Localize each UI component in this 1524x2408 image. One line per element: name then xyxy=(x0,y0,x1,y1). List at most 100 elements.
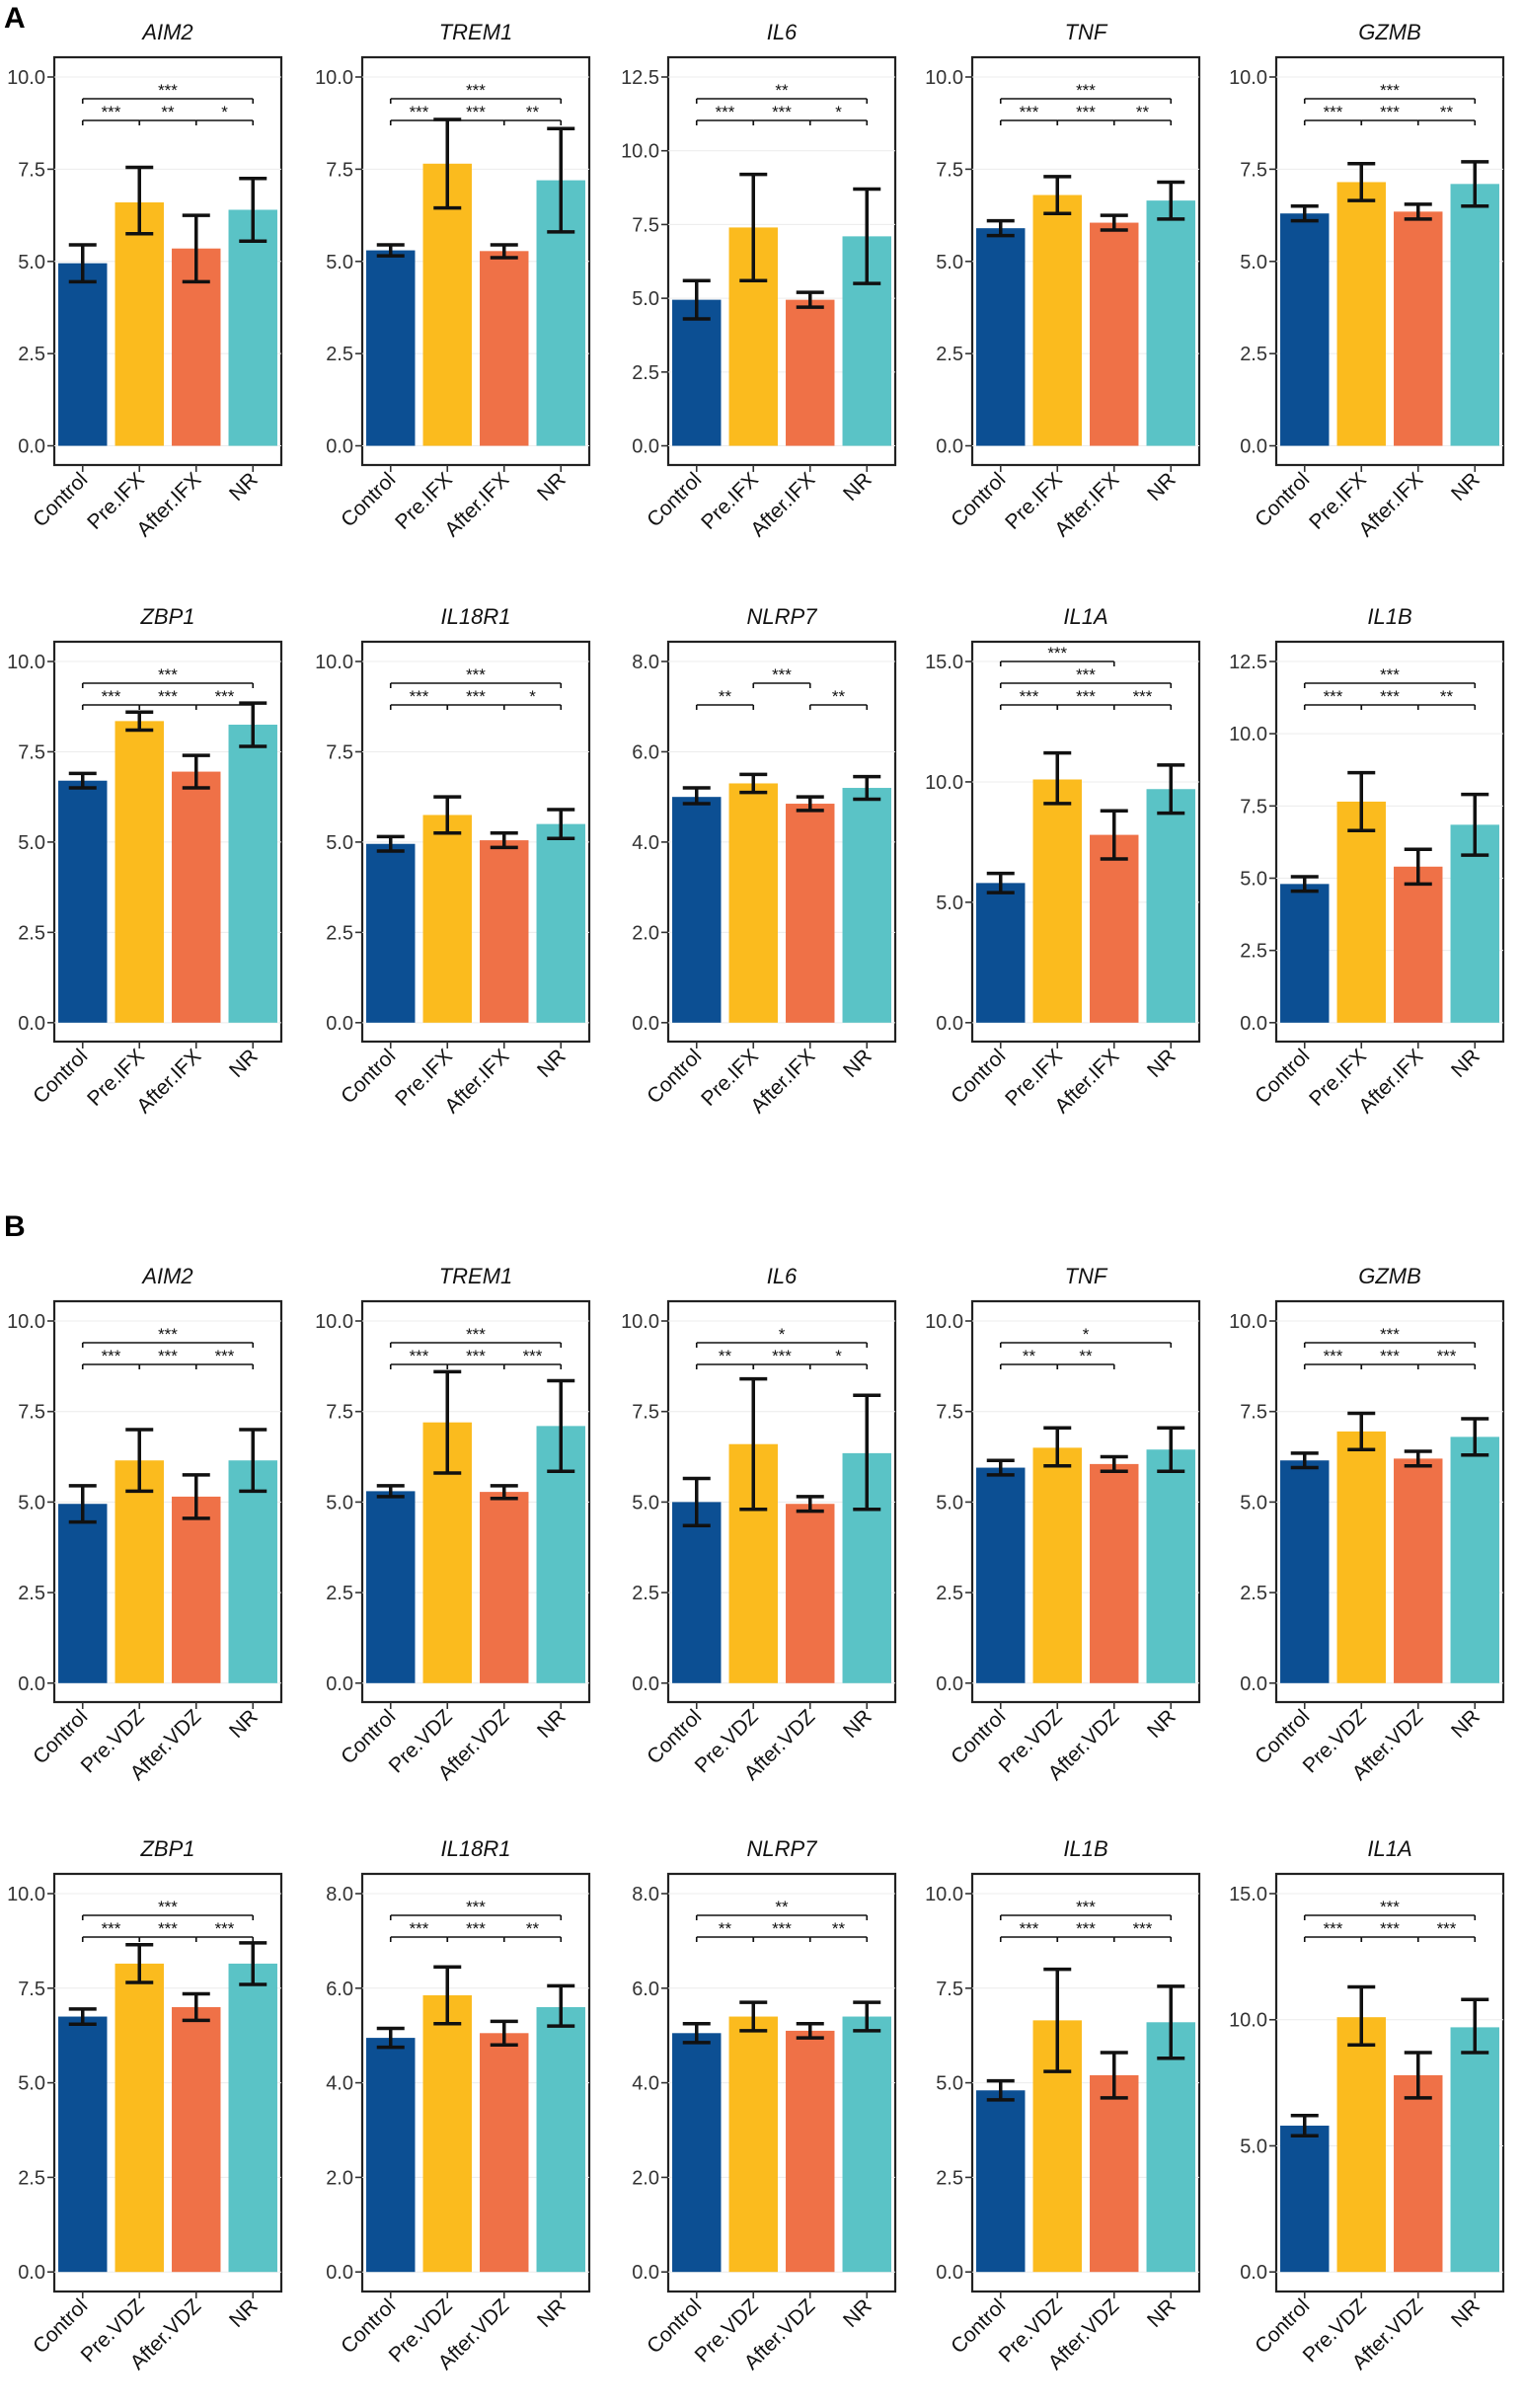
y-tick-label: 2.5 xyxy=(18,922,45,944)
significance-bracket: *** xyxy=(389,1898,563,1920)
y-tick-label: 10.0 xyxy=(621,1311,659,1333)
y-tick-label: 5.0 xyxy=(1240,2136,1267,2157)
significance-label: *** xyxy=(1047,644,1067,662)
chart-title: IL1B xyxy=(1367,604,1411,629)
significance-label: ** xyxy=(832,687,846,706)
significance-label: ** xyxy=(775,1898,789,1916)
x-tick-label: NR xyxy=(1447,468,1485,505)
significance-label: *** xyxy=(1324,103,1343,121)
significance-bracket: ** xyxy=(695,1919,755,1942)
bar-nr xyxy=(1146,200,1195,446)
significance-bracket: *** xyxy=(81,665,255,688)
y-tick-label: 5.0 xyxy=(936,2073,963,2095)
bar-after-vdz xyxy=(480,2033,529,2273)
y-tick-label: 15.0 xyxy=(1229,1884,1267,1905)
significance-bracket: *** xyxy=(999,81,1173,104)
significance-label: ** xyxy=(1023,1347,1036,1365)
x-tick-label: NR xyxy=(1447,1705,1485,1743)
bar-control xyxy=(1280,2126,1330,2273)
y-tick-label: 7.5 xyxy=(18,1402,45,1424)
significance-bracket: ** xyxy=(502,103,563,125)
y-tick-label: 2.5 xyxy=(18,1583,45,1604)
chart-b-il6: IL60.02.55.07.510.0ControlPre.VDZAfter.V… xyxy=(621,1264,897,1785)
panel-letter-b: B xyxy=(4,1210,26,1243)
chart-a-trem1: TREM10.02.55.07.510.0ControlPre.IFXAfter… xyxy=(315,20,591,541)
bar-control xyxy=(1280,1460,1330,1683)
x-tick-label: Control xyxy=(29,1045,92,1108)
bar-after-vdz xyxy=(786,1504,835,1683)
significance-bracket: ** xyxy=(808,1919,869,1942)
y-tick-label: 10.0 xyxy=(925,772,963,794)
y-tick-label: 0.0 xyxy=(326,436,353,458)
bar-nr xyxy=(842,788,891,1023)
y-tick-label: 2.0 xyxy=(632,922,659,944)
bar-after-ifx xyxy=(1394,866,1443,1023)
chart-title: TREM1 xyxy=(439,1264,513,1288)
chart-title: AIM2 xyxy=(140,1264,192,1288)
significance-label: *** xyxy=(1133,687,1153,706)
y-tick-label: 0.0 xyxy=(18,436,45,458)
bar-control xyxy=(976,228,1026,446)
y-tick-label: 5.0 xyxy=(632,1492,659,1514)
significance-label: *** xyxy=(1380,1898,1400,1916)
y-tick-label: 5.0 xyxy=(326,252,353,273)
y-tick-label: 5.0 xyxy=(936,893,963,914)
significance-label: *** xyxy=(1020,1919,1039,1938)
y-tick-label: 0.0 xyxy=(18,1673,45,1695)
chart-a-il6: IL60.02.55.07.510.012.5ControlPre.IFXAft… xyxy=(621,20,897,541)
y-tick-label: 4.0 xyxy=(632,2073,659,2095)
significance-label: *** xyxy=(466,103,486,121)
y-tick-label: 10.0 xyxy=(315,67,353,89)
x-tick-label: NR xyxy=(533,1705,571,1743)
significance-bracket: *** xyxy=(999,687,1059,710)
y-tick-label: 0.0 xyxy=(326,2262,353,2284)
y-tick-label: 7.5 xyxy=(1240,159,1267,181)
significance-label: ** xyxy=(1136,103,1150,121)
bar-nr xyxy=(1450,184,1499,446)
bar-after-vdz xyxy=(786,2030,835,2273)
chart-title: AIM2 xyxy=(140,20,192,44)
bar-after-vdz xyxy=(1090,1463,1139,1683)
significance-label: ** xyxy=(719,1347,732,1365)
y-tick-label: 4.0 xyxy=(632,832,659,854)
y-tick-label: 0.0 xyxy=(18,2262,45,2284)
bar-control xyxy=(366,250,416,446)
significance-bracket: *** xyxy=(446,687,505,710)
y-tick-label: 10.0 xyxy=(7,67,45,89)
bar-after-ifx xyxy=(480,840,529,1023)
chart-a-gzmb: GZMB0.02.55.07.510.0ControlPre.IFXAfter.… xyxy=(1229,20,1505,541)
significance-label: * xyxy=(835,103,842,121)
significance-label: * xyxy=(529,687,536,706)
significance-label: *** xyxy=(523,1347,543,1365)
significance-label: *** xyxy=(1380,81,1400,100)
bar-control xyxy=(366,2038,416,2273)
x-tick-label: Control xyxy=(947,468,1010,531)
bar-control xyxy=(976,1467,1026,1683)
chart-title: ZBP1 xyxy=(139,604,194,629)
chart-b-il18r1: IL18R10.02.04.06.08.0ControlPre.VDZAfter… xyxy=(326,1836,591,2374)
chart-a-il1b: IL1B0.02.55.07.510.012.5ControlPre.IFXAf… xyxy=(1229,604,1505,1118)
bar-nr xyxy=(536,2006,585,2273)
significance-label: *** xyxy=(1380,1347,1400,1365)
bar-after-vdz xyxy=(1394,1458,1443,1683)
significance-label: *** xyxy=(158,1347,178,1365)
significance-label: *** xyxy=(102,1347,121,1365)
y-tick-label: 5.0 xyxy=(18,832,45,854)
significance-bracket: *** xyxy=(81,1325,255,1348)
significance-bracket: *** xyxy=(1360,103,1419,125)
significance-label: *** xyxy=(158,81,178,100)
y-tick-label: 10.0 xyxy=(925,1311,963,1333)
y-tick-label: 7.5 xyxy=(632,214,659,236)
significance-label: *** xyxy=(1076,1919,1096,1938)
significance-bracket: ** xyxy=(1056,1347,1115,1369)
y-tick-label: 0.0 xyxy=(632,436,659,458)
significance-label: *** xyxy=(1380,665,1400,684)
y-tick-label: 10.0 xyxy=(621,141,659,163)
y-tick-label: 0.0 xyxy=(1240,1673,1267,1695)
significance-bracket: ** xyxy=(695,1898,869,1920)
significance-label: *** xyxy=(410,1919,429,1938)
significance-label: *** xyxy=(102,1919,121,1938)
y-tick-label: 7.5 xyxy=(632,1402,659,1424)
y-tick-label: 0.0 xyxy=(936,2262,963,2284)
x-tick-label: Control xyxy=(643,468,706,531)
